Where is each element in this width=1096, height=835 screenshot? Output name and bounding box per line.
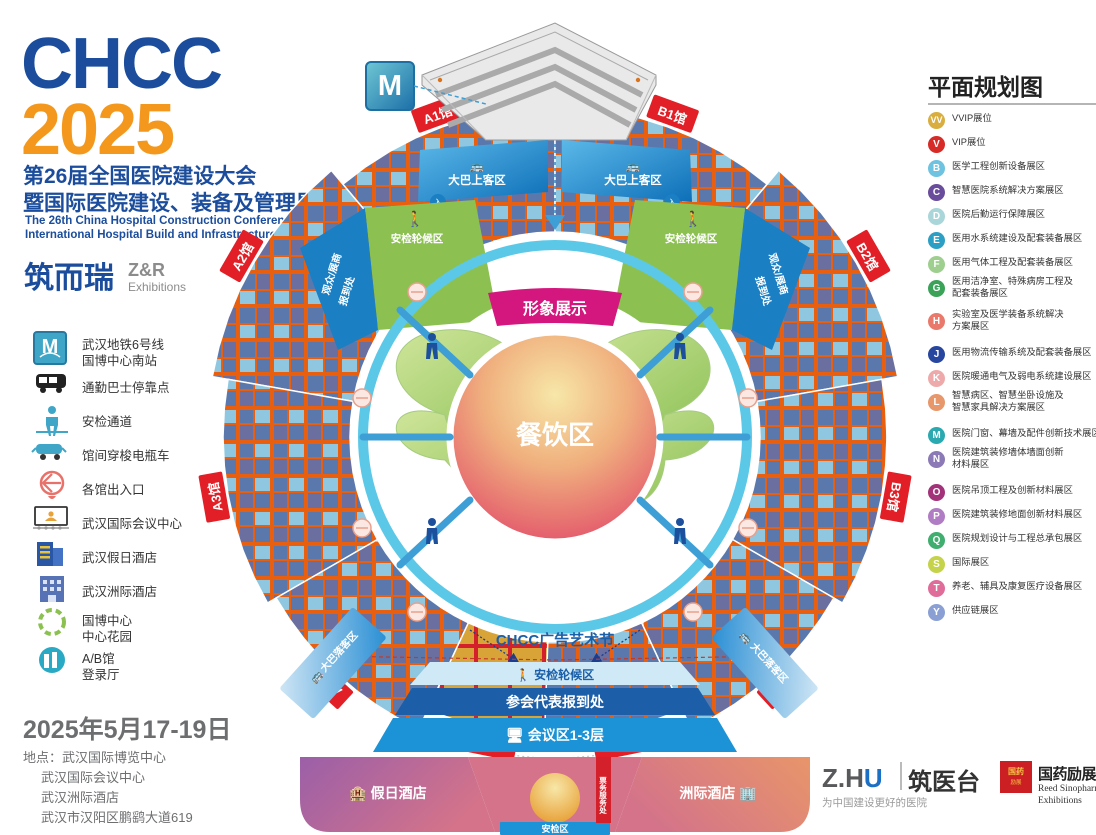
svg-text:🚌: 🚌 bbox=[626, 161, 640, 173]
svg-text:🏨 假日酒店: 🏨 假日酒店 bbox=[349, 785, 426, 802]
svg-text:安检区: 安检区 bbox=[541, 823, 568, 834]
svg-text:🖥 会议区1-3层: 🖥 会议区1-3层 bbox=[506, 727, 604, 743]
svg-text:大巴上客区: 大巴上客区 bbox=[604, 173, 662, 187]
svg-text:形象展示: 形象展示 bbox=[523, 299, 587, 318]
svg-text:🚶: 🚶 bbox=[406, 210, 425, 228]
svg-text:M: M bbox=[378, 70, 402, 102]
svg-text:安检轮候区: 安检轮候区 bbox=[665, 232, 718, 245]
svg-text:CHCC广告艺术节: CHCC广告艺术节 bbox=[496, 631, 614, 649]
svg-text:大巴上客区: 大巴上客区 bbox=[448, 173, 506, 187]
svg-text:🚌: 🚌 bbox=[470, 161, 484, 173]
svg-text:🚶: 🚶 bbox=[684, 210, 703, 228]
svg-text:参会代表报到处: 参会代表报到处 bbox=[506, 694, 605, 710]
svg-text:票务服务处: 票务服务处 bbox=[598, 775, 607, 815]
svg-text:餐饮区: 餐饮区 bbox=[516, 420, 594, 450]
svg-text:🚶 安检轮候区: 🚶 安检轮候区 bbox=[516, 667, 594, 682]
svg-text:洲际酒店 🏢: 洲际酒店 🏢 bbox=[679, 785, 756, 802]
svg-text:安检轮候区: 安检轮候区 bbox=[391, 232, 444, 245]
